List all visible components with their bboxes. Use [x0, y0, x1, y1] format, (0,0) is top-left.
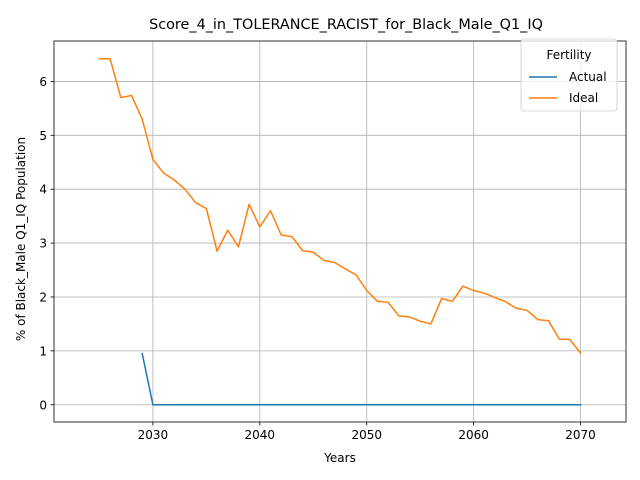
y-axis-label: % of Black_Male Q1_IQ Population: [14, 137, 28, 341]
y-tick-label: 3: [39, 237, 47, 251]
x-tick-label: 2050: [351, 428, 382, 442]
x-axis-ticks: 2030 2040 2050 2060 2070: [138, 422, 596, 442]
legend: Fertility Actual Ideal: [520, 38, 618, 112]
y-tick-label: 1: [39, 344, 47, 358]
y-tick-label: 6: [39, 75, 47, 89]
y-tick-label: 0: [39, 398, 47, 412]
y-tick-label: 5: [39, 129, 47, 143]
x-tick-label: 2030: [138, 428, 169, 442]
chart-title: Score_4_in_TOLERANCE_RACIST_for_Black_Ma…: [149, 17, 543, 33]
x-tick-label: 2040: [245, 428, 276, 442]
x-tick-label: 2060: [458, 428, 489, 442]
legend-box: [520, 38, 618, 112]
legend-title: Fertility: [546, 48, 591, 62]
x-tick-label: 2070: [565, 428, 596, 442]
legend-label-actual: Actual: [569, 70, 607, 84]
plot-frame: [53, 40, 627, 423]
y-tick-label: 2: [39, 290, 47, 304]
x-axis-label: Years: [323, 451, 356, 465]
series-layer: [98, 58, 582, 406]
series-line-ideal: [98, 58, 582, 355]
y-axis-ticks: 0 1 2 3 4 5 6: [39, 75, 54, 412]
legend-label-ideal: Ideal: [569, 91, 598, 105]
series-line-actual: [141, 352, 582, 406]
y-tick-label: 4: [39, 183, 47, 197]
grid: [54, 41, 626, 422]
